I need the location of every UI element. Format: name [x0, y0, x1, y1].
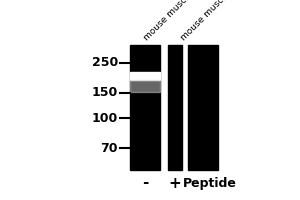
Text: -: - — [142, 176, 148, 190]
Bar — [168, 45, 182, 170]
Text: mouse muscle: mouse muscle — [142, 0, 194, 42]
Text: 70: 70 — [100, 142, 118, 154]
Text: +: + — [169, 176, 182, 190]
Text: mouse muscle: mouse muscle — [178, 0, 231, 42]
Bar — [130, 72, 160, 80]
Text: 250: 250 — [92, 56, 118, 70]
Bar — [188, 45, 218, 170]
Text: Peptide: Peptide — [183, 176, 237, 190]
Bar — [130, 80, 160, 92]
Bar — [130, 45, 160, 170]
Text: 150: 150 — [92, 86, 118, 99]
Text: 100: 100 — [92, 112, 118, 124]
